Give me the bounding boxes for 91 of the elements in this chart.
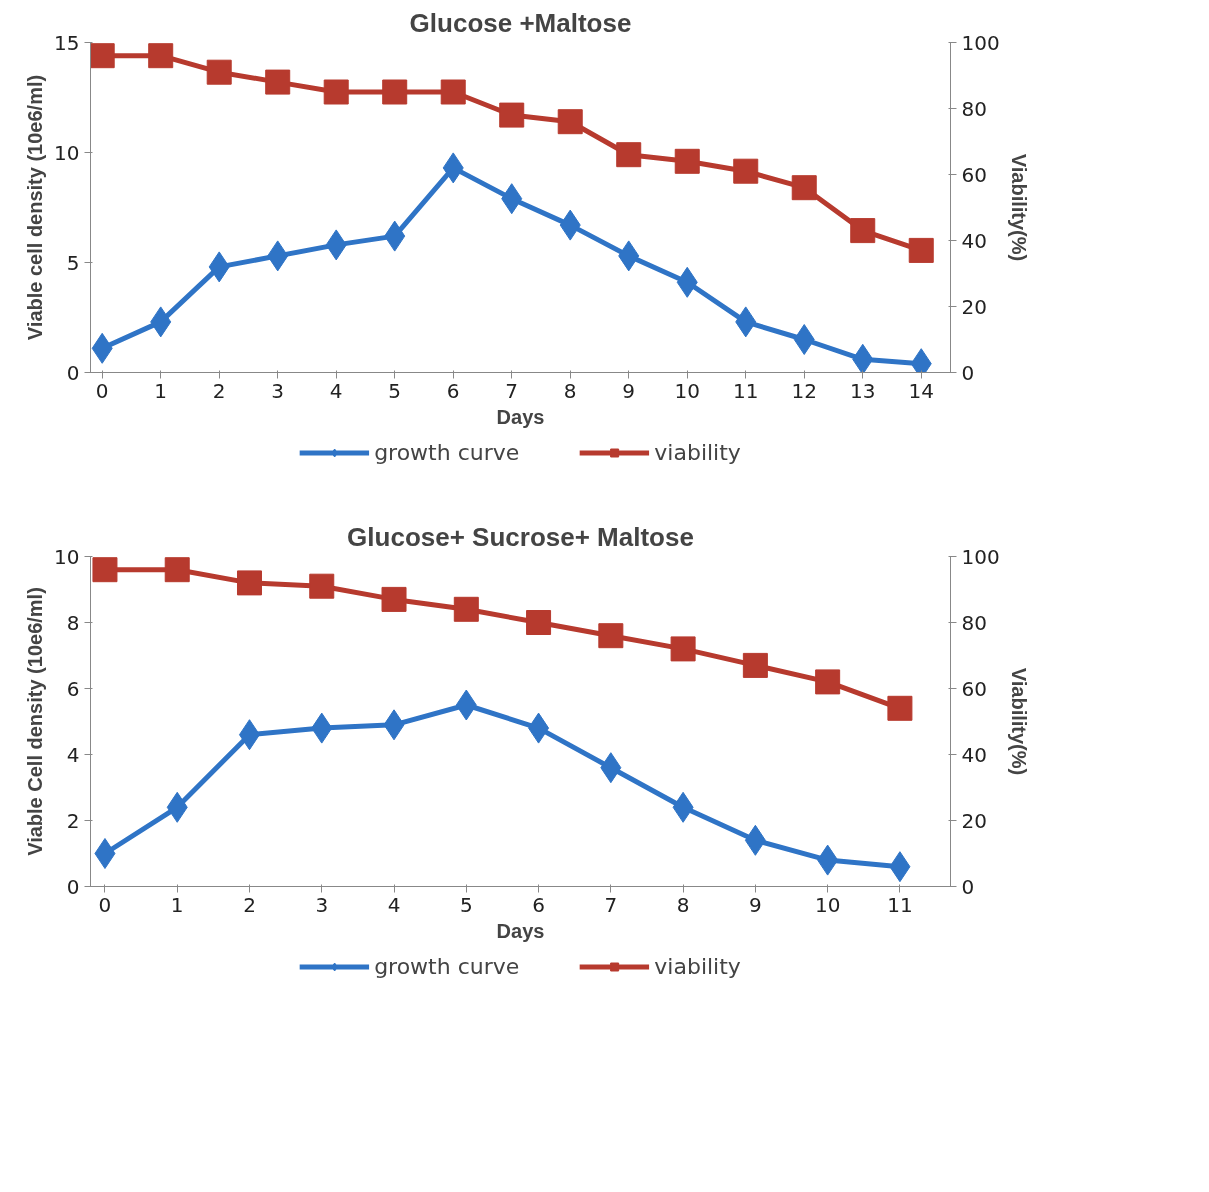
point bbox=[791, 175, 817, 201]
x-tick-label: 5 bbox=[388, 378, 402, 403]
point bbox=[206, 59, 232, 85]
point bbox=[908, 237, 934, 263]
y2-tick-label: 40 bbox=[961, 228, 987, 253]
y2-tick-label: 100 bbox=[961, 30, 1000, 55]
x-tick-label: 14 bbox=[908, 378, 934, 403]
point bbox=[670, 636, 696, 662]
y-tick-label: 15 bbox=[54, 30, 80, 55]
x-axis-title: Days bbox=[496, 405, 545, 428]
x-tick-label: 6 bbox=[446, 378, 460, 403]
x-tick-label: 3 bbox=[315, 892, 329, 917]
point bbox=[453, 596, 479, 622]
x-tick-label: 0 bbox=[95, 378, 109, 403]
point bbox=[852, 343, 874, 373]
point bbox=[526, 610, 552, 635]
x-tick-label: 11 bbox=[887, 892, 913, 917]
point bbox=[323, 79, 349, 105]
point bbox=[236, 570, 262, 596]
point bbox=[815, 669, 841, 695]
y-tick-label: 0 bbox=[66, 360, 80, 385]
y2-axis-title: Viability(%) bbox=[1007, 667, 1030, 776]
x-tick-label: 2 bbox=[212, 378, 226, 403]
y-tick-label: 6 bbox=[66, 676, 80, 701]
y-tick-label: 4 bbox=[66, 742, 80, 767]
x-tick-label: 8 bbox=[563, 378, 577, 403]
y-tick-label: 10 bbox=[54, 140, 80, 165]
x-tick-label: 10 bbox=[674, 378, 700, 403]
point bbox=[742, 652, 768, 678]
y2-tick-label: 60 bbox=[961, 676, 987, 701]
point bbox=[674, 148, 700, 174]
point bbox=[381, 586, 407, 612]
legend-label: growth curve bbox=[374, 439, 520, 465]
point bbox=[793, 324, 815, 355]
point bbox=[94, 838, 116, 869]
y-tick-label: 0 bbox=[66, 874, 80, 899]
y2-axis-title: Viability(%) bbox=[1007, 153, 1030, 262]
point bbox=[440, 79, 466, 105]
y2-tick-label: 60 bbox=[961, 162, 987, 187]
legend-label: viability bbox=[654, 439, 741, 465]
x-tick-label: 2 bbox=[243, 892, 256, 917]
point bbox=[616, 142, 642, 168]
x-tick-label: 4 bbox=[387, 892, 401, 917]
x-tick-label: 7 bbox=[604, 892, 618, 917]
point bbox=[598, 623, 624, 649]
y2-tick-label: 0 bbox=[961, 874, 975, 899]
x-axis-title: Days bbox=[496, 919, 545, 942]
point bbox=[382, 79, 408, 105]
y-tick-label: 10 bbox=[54, 544, 80, 569]
y-axis-title: Viable cell density (10e6/ml) bbox=[24, 74, 47, 341]
legend-label: growth curve bbox=[374, 953, 520, 979]
y-tick-label: 2 bbox=[66, 808, 80, 833]
x-tick-label: 5 bbox=[459, 892, 473, 917]
chart-title: Glucose +Maltose bbox=[409, 7, 632, 38]
point bbox=[265, 69, 291, 95]
y-axis-title: Viable Cell density (10e6/ml) bbox=[24, 587, 47, 856]
x-tick-label: 0 bbox=[98, 892, 112, 917]
point bbox=[92, 557, 118, 583]
y2-tick-label: 0 bbox=[961, 360, 975, 385]
y2-tick-label: 20 bbox=[961, 294, 987, 319]
x-tick-label: 1 bbox=[170, 892, 184, 917]
point bbox=[850, 218, 876, 244]
x-tick-label: 9 bbox=[622, 378, 636, 403]
y2-tick-label: 80 bbox=[961, 610, 987, 635]
x-tick-label: 3 bbox=[271, 378, 285, 403]
x-tick-label: 4 bbox=[329, 378, 343, 403]
y2-tick-label: 40 bbox=[961, 742, 987, 767]
x-tick-label: 1 bbox=[154, 378, 168, 403]
x-tick-label: 6 bbox=[532, 892, 545, 917]
point bbox=[733, 158, 759, 184]
point bbox=[148, 43, 174, 69]
x-tick-label: 12 bbox=[791, 378, 817, 403]
y2-tick-label: 100 bbox=[961, 544, 1000, 569]
point bbox=[499, 102, 525, 128]
x-tick-label: 10 bbox=[814, 892, 841, 917]
legend-label: viability bbox=[654, 953, 741, 979]
x-tick-label: 11 bbox=[733, 378, 759, 403]
x-tick-label: 9 bbox=[749, 892, 762, 917]
y2-tick-label: 80 bbox=[961, 96, 987, 121]
point bbox=[309, 573, 335, 599]
x-tick-label: 7 bbox=[505, 378, 519, 403]
y-tick-label: 8 bbox=[66, 610, 80, 635]
x-tick-label: 13 bbox=[850, 378, 876, 403]
point bbox=[557, 109, 583, 135]
point bbox=[90, 43, 115, 69]
point bbox=[887, 695, 913, 721]
y-tick-label: 5 bbox=[66, 250, 80, 275]
point bbox=[164, 557, 190, 583]
y2-tick-label: 20 bbox=[961, 808, 987, 833]
x-tick-label: 8 bbox=[676, 892, 690, 917]
chart-title: Glucose+ Sucrose+ Maltose bbox=[347, 521, 694, 552]
